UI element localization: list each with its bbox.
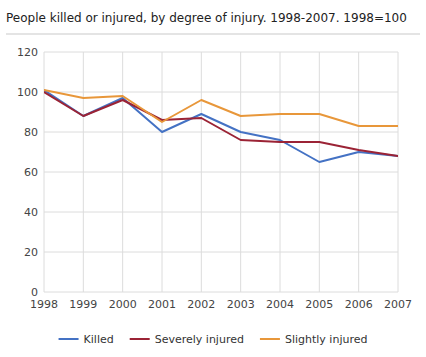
grid — [44, 52, 398, 292]
legend-item: Severely injured — [130, 333, 244, 346]
legend-label: Severely injured — [155, 333, 244, 346]
x-tick-label: 1999 — [69, 298, 97, 311]
series-line — [44, 90, 398, 162]
x-tick-label: 2003 — [227, 298, 255, 311]
y-grid-line — [44, 252, 398, 253]
x-tick-label: 2000 — [109, 298, 137, 311]
legend: Killed Severely injured Slightly injured — [59, 333, 368, 346]
title-rule — [6, 34, 420, 35]
x-tick-label: 2005 — [305, 298, 333, 311]
x-tick-label: 2006 — [345, 298, 373, 311]
y-grid-line — [44, 172, 398, 173]
chart: People killed or injured, by degree of i… — [0, 0, 426, 357]
x-tick-label: 2002 — [187, 298, 215, 311]
x-tick-label: 2001 — [148, 298, 176, 311]
x-grid-line — [358, 52, 359, 292]
y-tick-label: 60 — [24, 166, 38, 179]
y-grid-line — [44, 292, 398, 293]
legend-swatch — [130, 338, 150, 340]
x-grid-line — [319, 52, 320, 292]
series-line — [44, 92, 398, 156]
series-lines — [44, 90, 398, 162]
legend-swatch — [59, 338, 79, 340]
y-tick-label: 120 — [17, 46, 38, 59]
x-grid-line — [398, 52, 399, 292]
y-grid-line — [44, 92, 398, 93]
legend-item: Killed — [59, 333, 114, 346]
x-grid-line — [44, 52, 45, 292]
x-grid-line — [83, 52, 84, 292]
legend-label: Slightly injured — [285, 333, 368, 346]
series-line — [44, 90, 398, 126]
y-grid-line — [44, 212, 398, 213]
x-tick-label: 1998 — [30, 298, 58, 311]
x-grid-line — [122, 52, 123, 292]
y-tick-label: 20 — [24, 246, 38, 259]
legend-item: Slightly injured — [260, 333, 368, 346]
y-tick-label: 80 — [24, 126, 38, 139]
y-grid-line — [44, 52, 398, 53]
y-tick-label: 40 — [24, 206, 38, 219]
x-grid-line — [280, 52, 281, 292]
x-grid-line — [240, 52, 241, 292]
x-tick-label: 2007 — [384, 298, 412, 311]
y-grid-line — [44, 132, 398, 133]
title: People killed or injured, by degree of i… — [6, 11, 407, 25]
y-tick-label: 100 — [17, 86, 38, 99]
axes: 0204060801001201998199920002001200220032… — [17, 46, 412, 311]
x-tick-label: 2004 — [266, 298, 294, 311]
x-grid-line — [162, 52, 163, 292]
legend-swatch — [260, 338, 280, 340]
legend-label: Killed — [84, 333, 114, 346]
x-grid-line — [201, 52, 202, 292]
